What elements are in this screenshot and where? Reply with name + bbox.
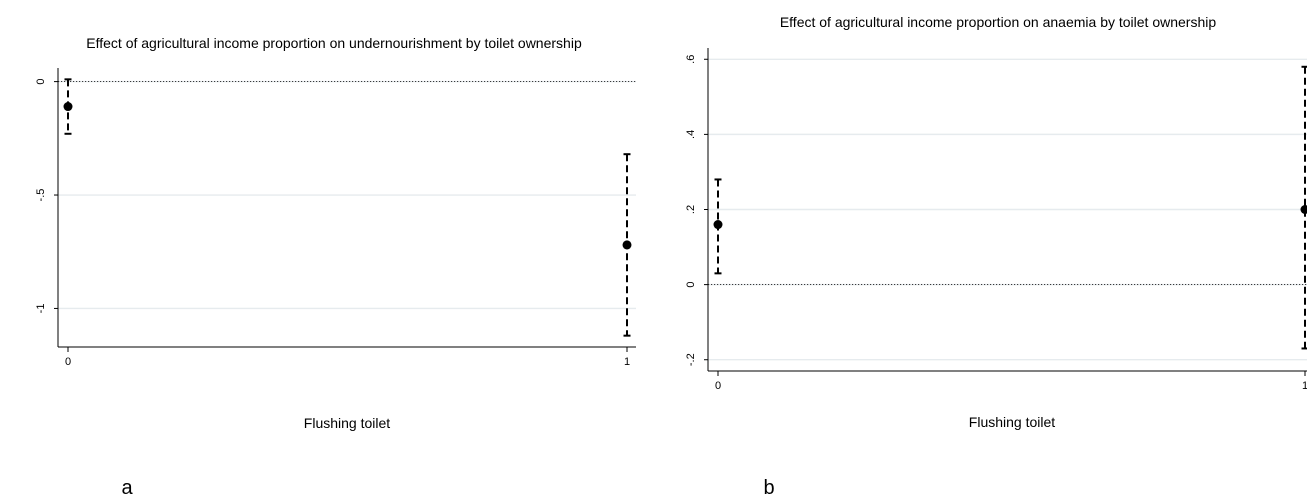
chart-b-plot: .6 .4 .2 0 -.2 0 1	[685, 48, 1307, 392]
data-point	[1300, 205, 1307, 214]
x-tick-label: 1	[624, 356, 630, 368]
y-tick-label: 0	[35, 79, 47, 85]
x-tick-label: 0	[715, 380, 721, 392]
y-tick-label: .4	[685, 130, 697, 139]
x-tick-label: 0	[65, 356, 71, 368]
x-tick-label: 1	[1302, 380, 1307, 392]
chart-b-title: Effect of agricultural income proportion…	[780, 14, 1217, 30]
y-tick-label: .2	[685, 205, 697, 214]
data-point	[713, 220, 723, 230]
data-point	[63, 102, 73, 112]
chart-a-title: Effect of agricultural income proportion…	[86, 35, 582, 51]
chart-panel-a: Effect of agricultural income proportion…	[0, 0, 650, 497]
chart-a-xlabel: Flushing toilet	[304, 415, 390, 431]
data-point	[622, 240, 632, 250]
y-tick-label: 0	[685, 282, 697, 288]
chart-b-svg: Effect of agricultural income proportion…	[685, 14, 1307, 497]
y-tick-label: .6	[685, 55, 697, 64]
chart-a-plot: 0 -.5 -1 0 1	[35, 68, 636, 368]
y-tick-label: -.2	[685, 353, 697, 366]
y-tick-label: -1	[35, 304, 47, 314]
chart-panel-b: Effect of agricultural income proportion…	[650, 0, 1307, 497]
chart-b-xlabel: Flushing toilet	[969, 414, 1055, 430]
chart-a-svg: Effect of agricultural income proportion…	[35, 35, 636, 497]
chart-b-panel-letter: b	[763, 477, 774, 497]
chart-a-panel-letter: a	[121, 477, 133, 497]
y-tick-label: -.5	[35, 189, 47, 202]
